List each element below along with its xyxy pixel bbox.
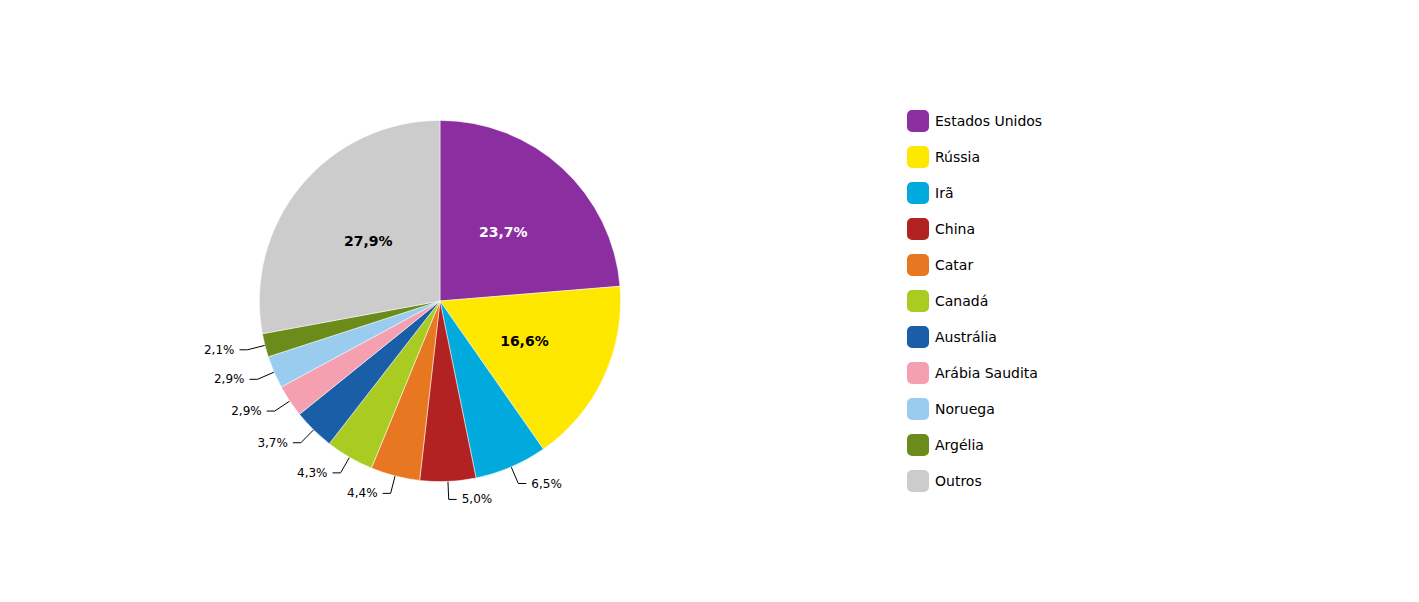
svg-text:Estados Unidos: Estados Unidos [935,113,1042,129]
svg-text:4,3%: 4,3% [297,466,328,480]
svg-text:3,7%: 3,7% [257,436,288,450]
svg-text:23,7%: 23,7% [479,224,528,240]
svg-text:Austrália: Austrália [935,329,997,345]
svg-text:5,0%: 5,0% [462,492,493,506]
svg-text:China: China [935,221,975,237]
svg-text:2,9%: 2,9% [231,404,262,418]
svg-text:27,9%: 27,9% [344,233,393,249]
svg-text:6,5%: 6,5% [531,477,562,491]
svg-text:Irã: Irã [935,185,953,201]
svg-text:Rússia: Rússia [935,149,980,165]
svg-text:Outros: Outros [935,473,982,489]
svg-text:2,9%: 2,9% [214,372,245,386]
svg-text:Argélia: Argélia [935,437,984,453]
svg-text:Canadá: Canadá [935,293,988,309]
svg-text:Catar: Catar [935,257,973,273]
svg-text:4,4%: 4,4% [347,486,378,500]
svg-text:Arábia Saudita: Arábia Saudita [935,365,1038,381]
svg-text:16,6%: 16,6% [500,333,549,349]
svg-text:Noruega: Noruega [935,401,995,417]
svg-text:2,1%: 2,1% [204,343,235,357]
